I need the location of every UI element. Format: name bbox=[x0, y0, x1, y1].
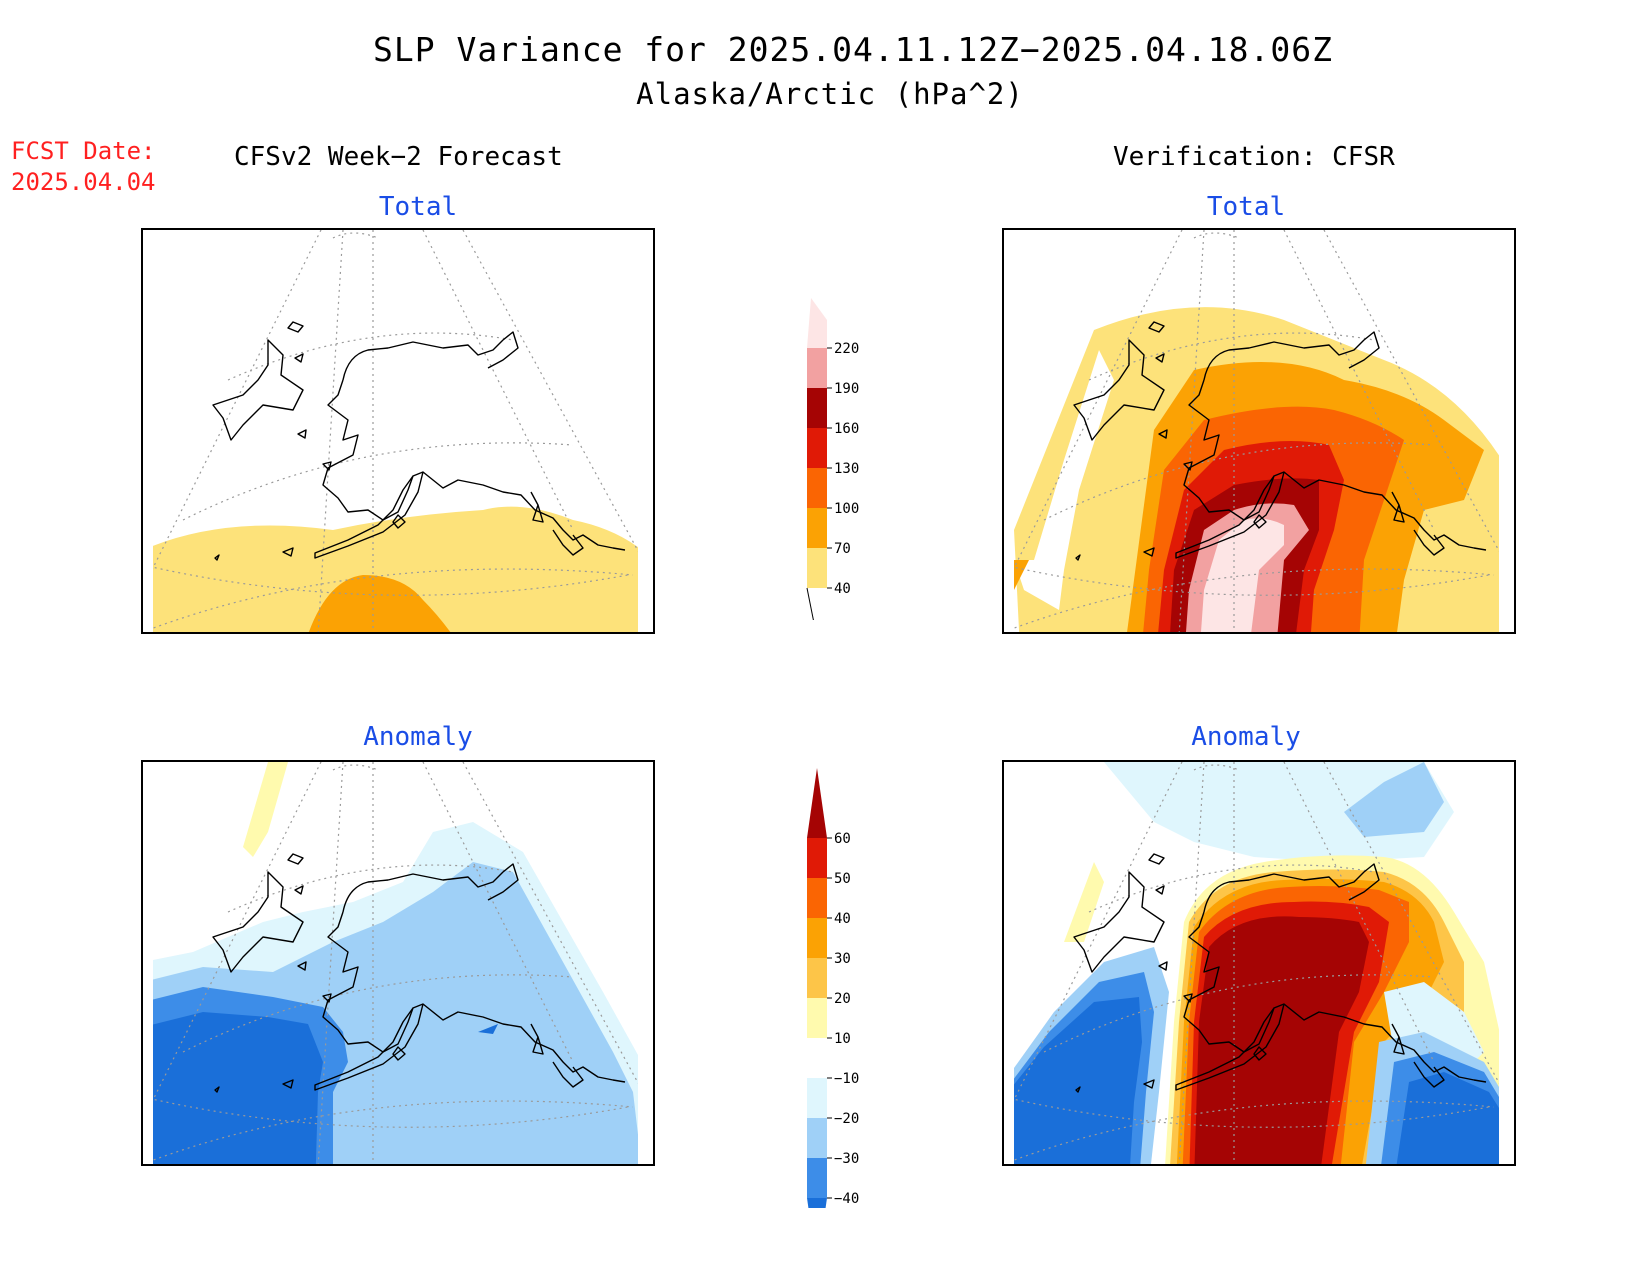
colorbar-label: 100 bbox=[834, 501, 859, 517]
panel-title-forecast-anomaly: Anomaly bbox=[363, 722, 473, 752]
colorbar-label: 20 bbox=[834, 991, 851, 1007]
map-panel-forecast-anomaly bbox=[141, 760, 655, 1166]
colorbar-label: 40 bbox=[834, 581, 851, 597]
colorbar-swatch bbox=[807, 918, 827, 958]
colorbar-label: 60 bbox=[834, 831, 851, 847]
figure-title: SLP Variance for 2025.04.11.12Z−2025.04.… bbox=[373, 30, 1333, 69]
column-title-forecast: CFSv2 Week−2 Forecast bbox=[234, 142, 563, 172]
colorbar-label: −30 bbox=[834, 1151, 859, 1167]
figure-subtitle: Alaska/Arctic (hPa^2) bbox=[636, 77, 1024, 111]
panel-title-verification-anomaly: Anomaly bbox=[1191, 722, 1301, 752]
panel-title-verification-total: Total bbox=[1206, 192, 1286, 222]
colorbar-label: −10 bbox=[834, 1071, 859, 1087]
colorbar-label: 10 bbox=[834, 1031, 851, 1047]
map-panel-verification-total bbox=[1002, 228, 1516, 634]
colorbar-label: 50 bbox=[834, 871, 851, 887]
forecast-date-value: 2025.04.04 bbox=[11, 168, 156, 196]
colorbar-label: 130 bbox=[834, 461, 859, 477]
colorbar-label: 70 bbox=[834, 541, 851, 557]
colorbar-swatch bbox=[807, 838, 827, 878]
colorbar-label: −40 bbox=[834, 1191, 859, 1207]
colorbar-swatch bbox=[807, 388, 827, 428]
colorbar-swatch bbox=[807, 958, 827, 998]
colorbar-swatch bbox=[807, 768, 827, 838]
colorbar-swatch bbox=[807, 548, 827, 588]
colorbar-tail bbox=[806, 587, 814, 620]
colorbar-swatch bbox=[807, 1118, 827, 1158]
colorbar-label: 30 bbox=[834, 951, 851, 967]
colorbar-swatch bbox=[807, 298, 827, 348]
colorbar-swatch bbox=[807, 1158, 827, 1198]
colorbar-label: 40 bbox=[834, 911, 851, 927]
map-panel-verification-anomaly bbox=[1002, 760, 1516, 1166]
colorbar-label: 190 bbox=[834, 381, 859, 397]
colorbar-label: −20 bbox=[834, 1111, 859, 1127]
colorbar-total: 40 70 100 130 160 190 220 bbox=[806, 298, 859, 620]
colorbar-swatch bbox=[807, 1198, 827, 1208]
colorbar-anomaly: −40 −30 −20 −10 10 20 30 40 50 60 bbox=[807, 768, 859, 1208]
column-title-verification: Verification: CFSR bbox=[1113, 142, 1395, 172]
forecast-date-block: FCST Date: 2025.04.04 bbox=[11, 136, 156, 198]
colorbar-swatch bbox=[807, 1038, 827, 1078]
colorbar-label: 160 bbox=[834, 421, 859, 437]
forecast-date-label: FCST Date: bbox=[11, 137, 156, 165]
colorbar-label: 220 bbox=[834, 341, 859, 357]
colorbar-swatch bbox=[807, 428, 827, 468]
colorbar-swatch bbox=[807, 998, 827, 1038]
colorbar-swatch bbox=[807, 348, 827, 388]
colorbar-swatch bbox=[807, 878, 827, 918]
panel-title-forecast-total: Total bbox=[378, 192, 458, 222]
colorbar-swatch bbox=[807, 468, 827, 508]
map-panel-forecast-total bbox=[141, 228, 655, 634]
colorbar-swatch bbox=[807, 508, 827, 548]
colorbar-swatch bbox=[807, 1078, 827, 1118]
